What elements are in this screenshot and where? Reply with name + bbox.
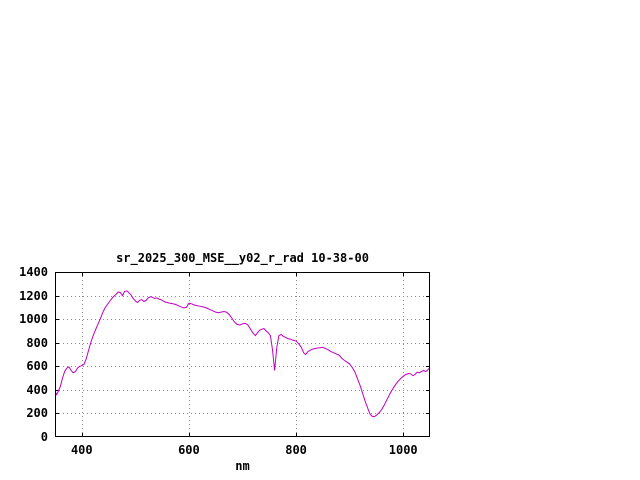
- series-line: [55, 290, 430, 418]
- x-axis-label: nm: [235, 459, 250, 473]
- y-tick-label: 1200: [19, 288, 48, 303]
- plot-canvas: [55, 272, 430, 437]
- plot-area: [55, 272, 430, 437]
- y-tick-label: 600: [26, 359, 48, 374]
- y-tick-label: 200: [26, 406, 48, 421]
- y-tick-label: 800: [26, 335, 48, 350]
- chart-title: sr_2025_300_MSE__y02_r_rad 10-38-00: [116, 251, 369, 265]
- y-tick-label: 1000: [19, 312, 48, 327]
- y-tick-label: 1400: [19, 265, 48, 279]
- x-tick-label: 400: [70, 443, 93, 457]
- plot-border: [55, 272, 430, 437]
- y-tick-label: 0: [40, 430, 48, 444]
- x-tick-label: 1000: [388, 443, 418, 457]
- x-tick-label: 600: [178, 443, 200, 457]
- x-tick-label: 800: [285, 443, 307, 457]
- y-tick-label: 400: [26, 382, 48, 397]
